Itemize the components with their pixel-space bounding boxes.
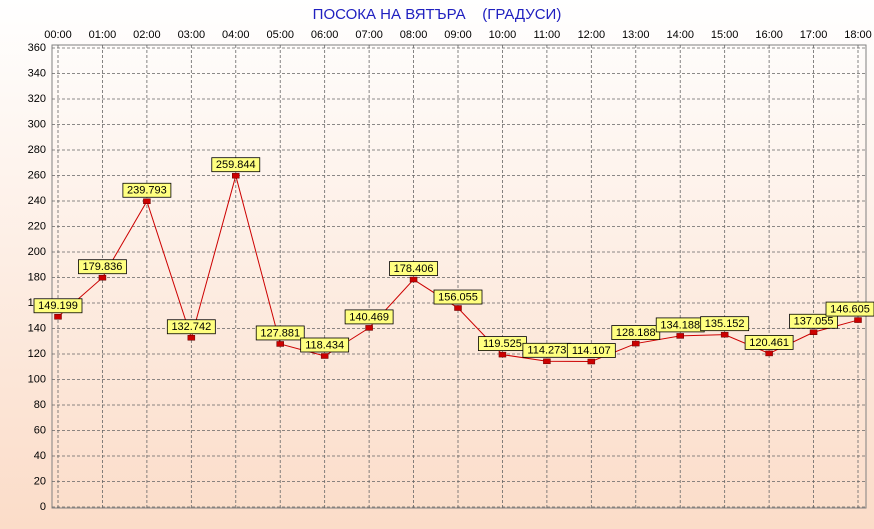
y-tick-label: 0 xyxy=(40,501,46,513)
value-label: 132.742 xyxy=(171,321,211,333)
value-label: 156.055 xyxy=(438,291,478,303)
value-label-box xyxy=(122,182,172,198)
marker xyxy=(143,198,151,205)
y-tick-label: 320 xyxy=(28,93,46,105)
value-label-box xyxy=(255,325,305,341)
y-tick-label: 220 xyxy=(28,220,46,232)
value-label: 120.461 xyxy=(749,337,789,349)
x-tick-label: 09:00 xyxy=(444,29,472,41)
y-tick-label: 260 xyxy=(28,169,46,181)
y-tick-label: 280 xyxy=(28,144,46,156)
value-label: 135.152 xyxy=(705,318,745,330)
value-label: 179.836 xyxy=(83,261,123,273)
value-label: 239.793 xyxy=(127,185,167,197)
value-label: 114.273 xyxy=(527,345,566,357)
y-tick-label: 100 xyxy=(28,373,46,385)
marker xyxy=(187,335,196,341)
x-tick-label: 06:00 xyxy=(311,29,339,41)
x-tick-label: 08:00 xyxy=(400,29,428,41)
y-tick-label: 60 xyxy=(34,424,46,436)
x-tick-label: 12:00 xyxy=(578,29,606,41)
y-tick-label: 200 xyxy=(28,246,46,258)
x-tick-label: 03:00 xyxy=(178,29,206,41)
marker xyxy=(365,325,373,331)
marker xyxy=(454,305,462,311)
value-label: 127.881 xyxy=(260,327,300,339)
y-tick-label: 300 xyxy=(28,118,46,130)
x-tick-label: 10:00 xyxy=(489,29,517,41)
x-tick-label: 04:00 xyxy=(222,29,250,41)
y-tick-label: 180 xyxy=(28,271,46,283)
value-label-box xyxy=(700,316,750,332)
marker xyxy=(54,314,62,320)
value-label-box xyxy=(789,313,838,329)
x-tick-label: 01:00 xyxy=(89,29,117,41)
x-tick-label: 14:00 xyxy=(666,29,694,41)
marker xyxy=(498,351,507,358)
value-label: 134.188 xyxy=(660,319,700,331)
value-label-box xyxy=(389,261,438,276)
x-tick-label: 15:00 xyxy=(711,29,739,41)
value-label: 137.055 xyxy=(794,316,834,328)
marker xyxy=(276,341,284,347)
marker xyxy=(809,329,818,336)
y-tick-label: 40 xyxy=(34,450,46,462)
y-tick-label: 140 xyxy=(28,322,46,334)
y-tick-label: 120 xyxy=(28,348,46,360)
value-label-box xyxy=(825,301,874,317)
x-tick-label: 13:00 xyxy=(622,29,650,41)
marker xyxy=(765,350,773,357)
marker xyxy=(854,317,862,323)
marker xyxy=(543,358,551,365)
value-label-box xyxy=(744,335,794,350)
marker xyxy=(632,340,640,347)
x-tick-label: 02:00 xyxy=(133,29,161,41)
marker xyxy=(232,172,240,179)
value-label-box xyxy=(344,309,394,325)
value-label-box xyxy=(33,298,83,314)
value-label: 118.434 xyxy=(305,339,344,351)
y-tick-label: 80 xyxy=(34,399,46,411)
value-label: 259.844 xyxy=(216,159,256,171)
value-label: 128.188 xyxy=(616,327,656,339)
value-label-box xyxy=(78,259,127,275)
marker xyxy=(320,353,329,359)
value-label-box xyxy=(433,289,483,305)
value-label: 119.525 xyxy=(483,338,522,350)
x-tick-label: 17:00 xyxy=(800,29,828,41)
x-tick-label: 16:00 xyxy=(755,29,783,41)
x-tick-label: 00:00 xyxy=(44,29,72,41)
value-label-box xyxy=(211,157,261,173)
x-tick-label: 11:00 xyxy=(534,29,561,41)
value-label-box xyxy=(566,343,616,358)
marker xyxy=(98,274,107,281)
value-label-box xyxy=(611,325,661,340)
y-tick-label: 20 xyxy=(34,475,46,487)
plot-frame xyxy=(51,44,867,509)
value-label: 149.199 xyxy=(38,300,78,312)
x-tick-label: 05:00 xyxy=(266,29,294,41)
value-label-box xyxy=(300,337,350,353)
marker xyxy=(720,331,729,338)
value-label: 178.406 xyxy=(394,263,434,275)
y-tick-label: 360 xyxy=(28,42,46,54)
value-label: 140.469 xyxy=(349,311,389,323)
value-label-box xyxy=(166,319,216,335)
y-tick-label: 240 xyxy=(28,195,46,207)
marker xyxy=(676,333,684,339)
chart-title: ПОСОКА НА ВЯТЪРА (ГРАДУСИ) xyxy=(313,6,562,23)
x-tick-label: 07:00 xyxy=(355,29,383,41)
value-label: 114.107 xyxy=(572,345,611,357)
value-label: 146.605 xyxy=(830,303,870,315)
y-tick-label: 340 xyxy=(28,67,46,79)
x-tick-label: 18:00 xyxy=(844,29,872,41)
marker xyxy=(587,358,596,365)
marker xyxy=(409,276,418,283)
